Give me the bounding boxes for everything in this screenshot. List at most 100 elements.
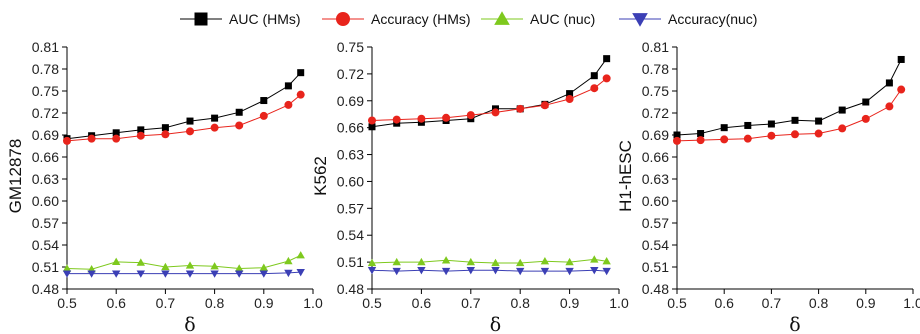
data-point [516, 267, 525, 276]
y-tick-label: 0.60 [32, 193, 59, 209]
data-point [136, 270, 145, 278]
data-point [417, 257, 426, 266]
y-tick-label: 0.78 [642, 61, 669, 77]
data-point [259, 263, 268, 271]
data-point [62, 264, 72, 272]
data-point [417, 267, 426, 275]
series-line [676, 59, 902, 136]
data-point [392, 115, 401, 124]
data-point [516, 258, 525, 267]
y-axis-label: K562 [311, 156, 330, 196]
data-point [368, 123, 376, 131]
data-point [540, 101, 549, 110]
data-point [767, 131, 776, 140]
x-tick-label: 0.5 [57, 295, 77, 311]
data-point [491, 108, 500, 117]
x-tick-label: 0.9 [254, 295, 274, 311]
x-tick-label: 0.8 [809, 295, 829, 311]
x-tick-label: 0.7 [156, 295, 176, 311]
data-point [112, 129, 120, 137]
x-tick-label: 0.7 [461, 295, 481, 311]
y-tick-label: 0.60 [642, 193, 669, 209]
data-point [210, 262, 219, 270]
data-point [602, 257, 611, 265]
data-point [186, 117, 194, 125]
data-point [814, 129, 823, 138]
series-accuracy-hms [673, 85, 906, 145]
x-tick-label: 1.0 [303, 295, 323, 311]
legend-entry-auc-nuc: AUC (nuc) [481, 11, 595, 27]
data-point [284, 100, 293, 109]
data-point [838, 106, 846, 114]
data-point [590, 72, 598, 80]
legend-marker [336, 12, 350, 26]
y-tick-label: 0.72 [337, 66, 364, 82]
data-point [210, 123, 219, 132]
x-tick-label: 0.5 [667, 295, 687, 311]
legend-label: AUC (HMs) [229, 11, 301, 27]
data-point [441, 267, 451, 276]
y-tick-label: 0.66 [337, 120, 364, 136]
data-point [861, 114, 870, 123]
x-tick-label: 0.6 [412, 295, 432, 311]
data-point [720, 135, 729, 144]
y-tick-label: 0.51 [642, 259, 669, 275]
series-accuracy-nuc [62, 268, 305, 278]
legend-label: Accuracy(nuc) [668, 11, 757, 27]
data-point [392, 267, 401, 276]
data-point [284, 269, 293, 278]
data-point [791, 130, 799, 139]
data-point [673, 131, 681, 139]
chart-panels: 0.48 0.51 0.54 0.57 0.60 0.63 0.66 0.69 0.72 0.75… [6, 39, 920, 334]
data-point [161, 262, 170, 271]
data-point [186, 127, 194, 136]
series-accuracy-hms [63, 90, 305, 145]
data-point [590, 267, 599, 275]
data-point [720, 124, 728, 132]
data-point [885, 102, 894, 111]
x-axis-label: δ [184, 314, 195, 334]
data-point [696, 136, 705, 145]
data-point [137, 126, 145, 134]
data-point [112, 270, 121, 278]
chart-panel-2: 0.48 0.51 0.54 0.57 0.60 0.63 0.66 0.69 0.72 0.75… [311, 39, 629, 334]
data-point [296, 268, 305, 277]
data-point [540, 267, 550, 276]
data-point [838, 124, 847, 133]
data-point [602, 74, 611, 83]
data-point [62, 270, 72, 278]
x-axis-label: δ [490, 314, 501, 334]
data-point [367, 258, 377, 267]
data-point [211, 114, 219, 122]
x-tick-label: 1.0 [903, 295, 920, 311]
data-point [743, 134, 752, 143]
data-point [210, 270, 219, 278]
data-point [161, 124, 169, 132]
data-point [744, 121, 752, 129]
data-point [767, 120, 775, 128]
series-auc-nuc [62, 251, 305, 273]
y-tick-label: 0.54 [32, 237, 59, 253]
legend-marker [632, 13, 648, 27]
x-tick-label: 0.9 [560, 295, 580, 311]
y-axis-label: H1-hESC [616, 140, 635, 212]
y-tick-label: 0.75 [32, 83, 59, 99]
data-point [296, 251, 305, 259]
series-auc-hms [63, 69, 305, 143]
y-tick-label: 0.69 [337, 93, 364, 109]
data-point [466, 267, 475, 275]
y-tick-label: 0.81 [32, 39, 59, 55]
data-point [296, 90, 305, 99]
legend-entry-accuracy-hms: Accuracy (HMs) [322, 11, 471, 27]
series-line [66, 72, 302, 140]
data-point [673, 136, 681, 145]
data-point [297, 69, 305, 77]
series-auc-nuc [367, 255, 611, 267]
y-tick-label: 0.51 [337, 254, 364, 270]
data-point [235, 270, 244, 278]
data-point [815, 117, 823, 125]
x-tick-label: 0.9 [856, 295, 876, 311]
legend: AUC (HMs) Accuracy (HMs) AUC (nuc) Accuracy… [180, 11, 757, 27]
data-point [136, 131, 145, 140]
